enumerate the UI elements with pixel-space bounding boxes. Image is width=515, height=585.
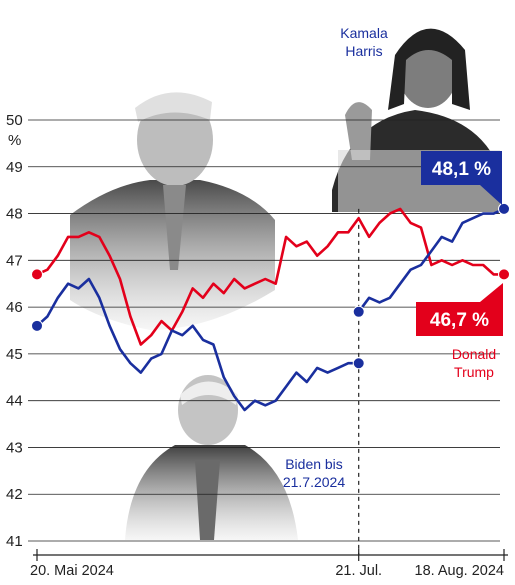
y-tick-47: 47 (6, 252, 23, 269)
harris-label-line-0: Kamala (340, 25, 388, 41)
y-tick-46: 46 (6, 299, 23, 316)
biden-label-line-0: Biden bis (285, 456, 343, 472)
y-tick-48: 48 (6, 206, 23, 223)
series-end-dot-1 (352, 357, 365, 370)
trump-value-label: 46,7 % (430, 310, 489, 331)
y-tick-41: 41 (6, 533, 23, 550)
harris-value-label: 48,1 % (432, 159, 491, 180)
x-tick-label-0: 20. Mai 2024 (30, 563, 114, 579)
x-axis-ticks: 20. Mai 2024 21. Jul. 18. Aug. 2024 (30, 549, 505, 579)
biden-label-line-1: 21.7.2024 (283, 474, 345, 490)
y-tick-42: 42 (6, 486, 23, 503)
series-labels: Kamala Harris 48,1 % 46,7 % Donald Trump Biden… (283, 25, 503, 490)
series-start-dot-1 (31, 319, 43, 332)
trump-photo (70, 92, 275, 330)
trump-label-line-0: Donald (452, 346, 496, 362)
harris-value-badge (421, 151, 502, 185)
series-start-dot-2 (352, 305, 365, 318)
series-line-0 (36, 207, 504, 346)
series-end-dot-0 (498, 268, 510, 281)
series-line-2 (357, 207, 505, 313)
series-end-dot-2 (498, 202, 510, 215)
trump-label-line-1: Trump (454, 364, 494, 380)
y-tick-45: 45 (6, 346, 23, 363)
y-axis-ticks: 50 49 48 47 46 45 44 43 42 41 (6, 112, 23, 550)
biden-photo (125, 375, 298, 540)
y-axis-unit: % (8, 132, 21, 149)
y-tick-50: 50 (6, 112, 23, 129)
series-layer (31, 202, 510, 412)
y-tick-49: 49 (6, 159, 23, 176)
harris-badge-pointer (480, 185, 502, 205)
harris-label-line-1: Harris (345, 43, 382, 59)
x-tick-label-1: 21. Jul. (335, 563, 382, 579)
series-start-dot-0 (31, 268, 43, 281)
x-tick-label-2: 18. Aug. 2024 (415, 563, 505, 579)
series-line-1 (36, 277, 359, 412)
trump-value-badge (416, 302, 503, 336)
y-tick-44: 44 (6, 393, 23, 410)
trump-badge-pointer (480, 283, 503, 302)
y-tick-43: 43 (6, 439, 23, 456)
